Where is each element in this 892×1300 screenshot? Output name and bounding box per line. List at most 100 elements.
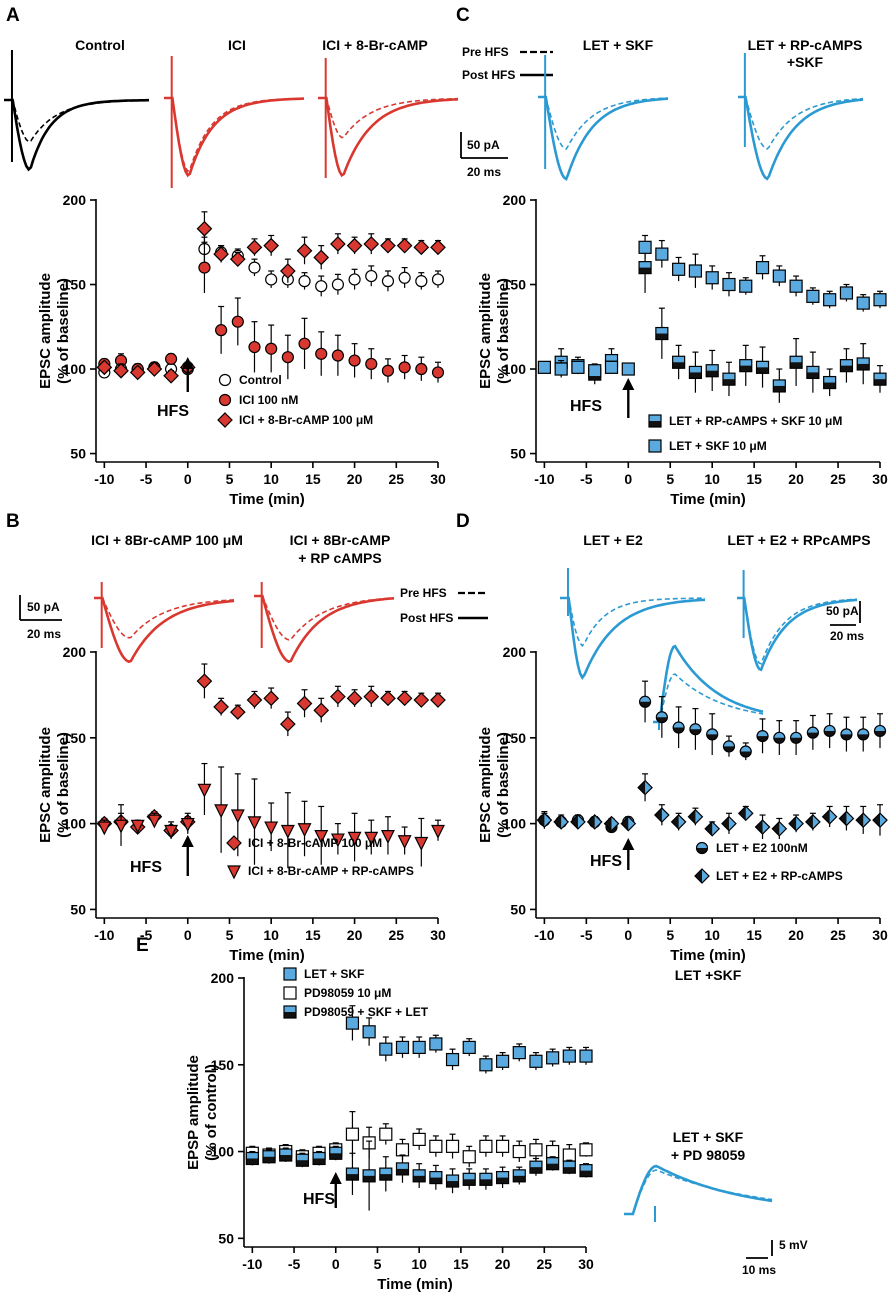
legend-label: PD98059 10 μM — [304, 986, 391, 1000]
y-tick-label: 50 — [70, 446, 86, 462]
data-point — [839, 286, 854, 300]
data-point — [196, 220, 213, 237]
data-point — [180, 818, 195, 832]
data-point — [379, 1167, 393, 1181]
panel-label-a: A — [6, 5, 20, 26]
series-let-e2-rp-camps — [536, 773, 888, 840]
data-point — [579, 1049, 593, 1063]
data-point — [688, 264, 703, 278]
data-point — [479, 1172, 493, 1186]
panel-label-c: C — [456, 5, 470, 26]
scalebar-c-current: 50 pA — [467, 138, 500, 152]
x-tick-label: 20 — [347, 471, 363, 487]
data-point — [315, 347, 328, 360]
data-point — [346, 237, 363, 254]
data-point — [512, 1144, 526, 1159]
post-hfs-trace — [738, 95, 864, 181]
post-hfs-trace — [94, 596, 235, 664]
data-point — [655, 711, 668, 724]
x-tick-label: 15 — [453, 1256, 469, 1272]
x-tick-label: 20 — [495, 1256, 511, 1272]
legend-marker — [283, 967, 297, 981]
data-point — [840, 728, 853, 741]
series-let-skf — [345, 1005, 593, 1074]
legend-marker — [694, 868, 710, 884]
data-point — [296, 695, 313, 712]
data-point — [280, 716, 296, 732]
trace-legend-post: Post HFS — [462, 68, 515, 82]
legend-label: LET + RP-cAMPS + SKF 10 μM — [669, 414, 842, 428]
data-point — [413, 692, 430, 708]
hfs-arrow-head — [622, 378, 635, 390]
y-tick-label: 200 — [503, 644, 527, 660]
y-tick-label: 100 — [63, 816, 87, 832]
x-tick-label: 20 — [788, 927, 804, 943]
data-point — [705, 364, 719, 378]
data-point — [380, 830, 395, 844]
data-point — [348, 354, 361, 367]
trace-title-ici-8br: ICI + 8-Br-cAMP — [322, 37, 427, 53]
data-point — [315, 280, 328, 293]
x-tick-label: -10 — [242, 1256, 262, 1272]
data-point — [546, 1051, 560, 1065]
data-point — [381, 364, 395, 377]
data-point — [536, 812, 553, 829]
data-point — [873, 372, 887, 386]
pre-hfs-trace — [624, 1169, 773, 1215]
data-point — [706, 728, 719, 741]
data-point — [431, 366, 445, 379]
data-point — [672, 721, 685, 734]
data-point — [621, 362, 635, 376]
data-point — [772, 269, 786, 283]
data-point — [571, 360, 585, 374]
x-tick-label: 5 — [666, 927, 674, 943]
legend-label: ICI + 8-Br-cAMP 100 μM — [248, 836, 382, 850]
data-point — [495, 1170, 510, 1185]
y-axis-label-2: (% of control) — [203, 1064, 220, 1161]
y-tick-label: 150 — [63, 277, 87, 293]
y-tick-label: 200 — [63, 192, 87, 208]
x-tick-label: 0 — [184, 471, 192, 487]
data-point — [246, 239, 263, 256]
data-point — [429, 1139, 443, 1153]
chart-panel-c: 50 100 150 200 -10 -5 0 5 10 15 20 25 30 Time (min) EP… — [477, 192, 888, 508]
data-point — [264, 821, 279, 836]
data-point — [345, 1127, 360, 1141]
data-point — [462, 1172, 476, 1186]
legend-marker — [218, 393, 232, 407]
hfs-arrow-head — [622, 838, 635, 850]
data-point — [429, 1037, 443, 1051]
x-tick-label: 15 — [305, 471, 321, 487]
data-point — [638, 695, 652, 708]
data-point — [215, 324, 228, 337]
trace-title-b1: ICI + 8Br-cAMP 100 μM — [91, 532, 243, 548]
scalebar-b-time: 20 ms — [27, 627, 61, 641]
data-point — [553, 814, 570, 830]
data-point — [529, 1143, 543, 1157]
data-point — [345, 1167, 360, 1181]
x-tick-label: -10 — [534, 471, 554, 487]
legend-marker — [226, 835, 242, 851]
hfs-label: HFS — [590, 853, 622, 870]
data-point — [672, 262, 686, 276]
legend-label: ICI + 8-Br-cAMP 100 μM — [239, 413, 373, 427]
post-hfs-trace — [164, 96, 305, 178]
data-point — [164, 352, 178, 365]
data-point — [637, 779, 653, 796]
data-point — [348, 273, 361, 286]
x-tick-label: 25 — [830, 927, 846, 943]
x-tick-label: -5 — [288, 1256, 301, 1272]
panel-d-traces — [560, 568, 861, 681]
y-tick-label: 200 — [63, 644, 87, 660]
data-point — [229, 251, 246, 268]
data-point — [479, 1058, 493, 1072]
x-tick-label: 15 — [746, 927, 762, 943]
panel-e-traces — [624, 644, 773, 1259]
data-point — [872, 812, 888, 829]
data-point — [823, 375, 837, 390]
post-hfs-trace — [560, 596, 706, 681]
data-point — [298, 275, 311, 288]
data-point — [398, 361, 411, 374]
post-hfs-trace — [254, 594, 395, 664]
x-tick-label: 5 — [666, 471, 674, 487]
